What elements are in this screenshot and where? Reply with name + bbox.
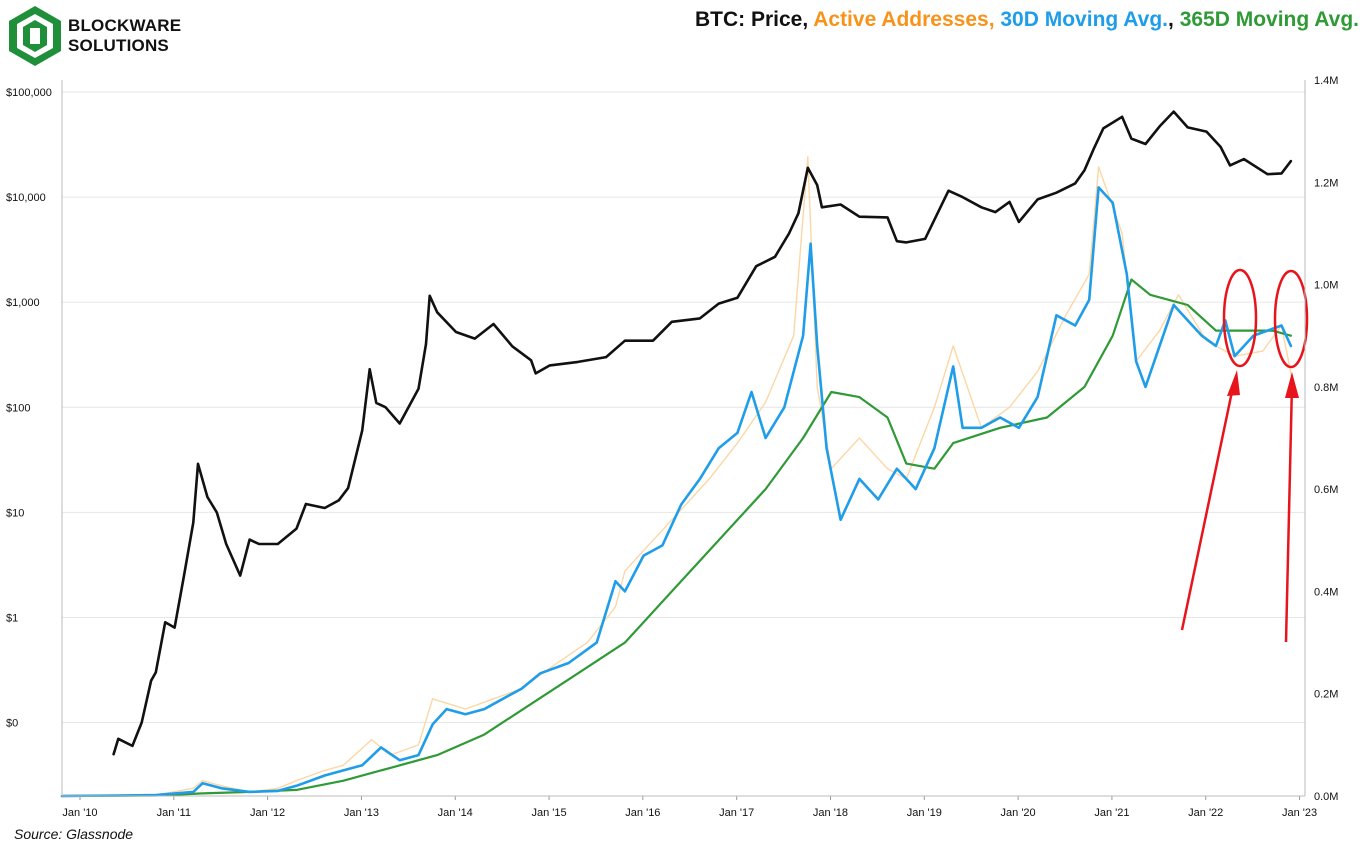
highlight-ellipse-right <box>1273 269 1309 369</box>
x-tick-label: Jan '18 <box>813 807 848 819</box>
y-right-tick-label: 1.4M <box>1314 75 1338 87</box>
x-tick-label: Jan '15 <box>531 807 566 819</box>
x-tick-label: Jan '21 <box>1094 807 1129 819</box>
x-tick-label: Jan '10 <box>62 807 97 819</box>
arrow-left-shaft <box>1180 381 1236 631</box>
x-tick-label: Jan '13 <box>344 807 379 819</box>
logo-line1: BLOCKWARE <box>68 16 182 35</box>
series-line-price <box>112 110 1293 756</box>
title-part-active-addresses: Active Addresses, <box>813 8 1001 31</box>
title-part-365d: 365D Moving Avg. <box>1179 8 1359 31</box>
chart-series <box>60 110 1297 798</box>
y-right-tick-label: 0.0M <box>1314 791 1338 803</box>
chart-axes: $0 $1 $10 $100 $1,000 $10,000 $100,000 0.0M 0.2M… <box>6 75 1338 819</box>
chart-grid <box>62 91 1305 724</box>
arrow-left-head <box>1227 370 1240 396</box>
title-part-sep: , <box>1168 8 1180 31</box>
x-tick-label: Jan '14 <box>438 807 473 819</box>
highlight-ellipse-left <box>1222 268 1258 368</box>
x-tick-label: Jan '22 <box>1188 807 1223 819</box>
y-left-tick-label: $1,000 <box>6 297 40 309</box>
series-line-30d-moving-avg <box>60 186 1293 798</box>
y-left-tick-label: $0 <box>6 718 18 730</box>
y-left-tick-label: $1 <box>6 612 18 624</box>
blockware-logo: BLOCKWARE SOLUTIONS <box>6 4 181 70</box>
y-right-tick-label: 0.2M <box>1314 689 1338 701</box>
series-line-active-addresses <box>61 155 1297 797</box>
logo-line2: SOLUTIONS <box>68 36 169 55</box>
chart-annotations <box>1180 268 1309 643</box>
y-right-tick-label: 1.0M <box>1314 280 1338 292</box>
x-tick-label: Jan '23 <box>1282 807 1317 819</box>
arrow-right-head <box>1285 372 1299 398</box>
y-right-tick-label: 0.6M <box>1314 484 1338 496</box>
y-right-tick-label: 0.8M <box>1314 382 1338 394</box>
y-left-tick-label: $10,000 <box>6 192 46 204</box>
x-tick-label: Jan '16 <box>625 807 660 819</box>
x-tick-label: Jan '19 <box>907 807 942 819</box>
y-right-tick-label: 0.4M <box>1314 586 1338 598</box>
y-left-tick-label: $100,000 <box>6 87 52 99</box>
series-line-365d-moving-avg <box>60 278 1293 798</box>
x-tick-label: Jan '17 <box>719 807 754 819</box>
title-part-30d: 30D Moving Avg. <box>1000 8 1169 31</box>
x-tick-label: Jan '12 <box>250 807 285 819</box>
title-part-price: BTC: Price, <box>694 8 814 31</box>
chart-title: BTC: Price, Active Addresses, 30D Moving… <box>695 8 1359 32</box>
arrow-right-shaft <box>1284 383 1294 643</box>
y-left-tick-label: $100 <box>6 402 30 414</box>
logo-hexagon-icon <box>9 6 61 66</box>
x-tick-label: Jan '11 <box>157 807 191 819</box>
source-note: Source: Glassnode <box>14 826 134 842</box>
x-tick-label: Jan '20 <box>1001 807 1036 819</box>
y-right-tick-label: 1.2M <box>1314 177 1338 189</box>
y-left-tick-label: $10 <box>6 507 24 519</box>
